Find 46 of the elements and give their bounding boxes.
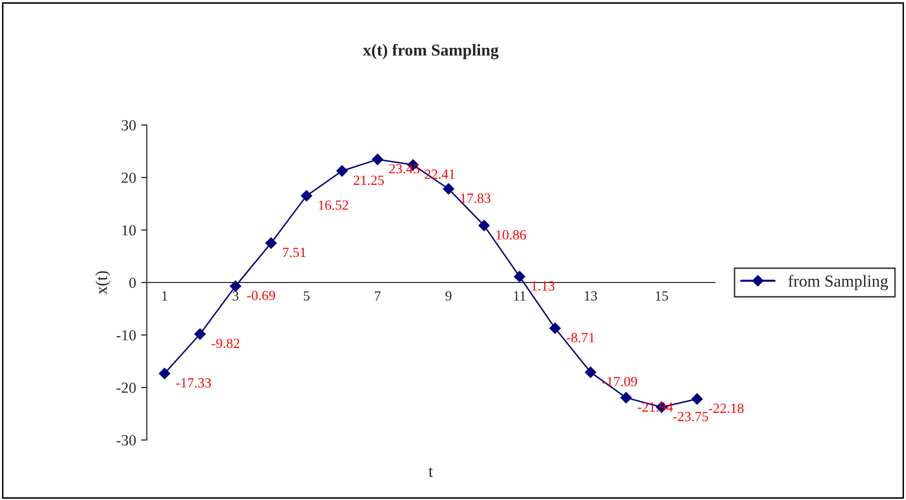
x-tick-label: 11 [514,291,526,300]
data-label: -22.18 [708,404,744,414]
point [514,270,526,282]
y-tick-label: 30 [122,120,136,130]
data-label: -0.69 [247,290,276,300]
point [549,322,561,334]
point [230,280,242,292]
y-tick-label: 10 [122,225,136,236]
point [691,393,703,405]
point [265,237,277,249]
point [478,220,490,232]
x-axis-title: t [428,467,434,477]
point [620,392,632,404]
point [442,183,454,194]
data-label: 1.13 [532,281,554,291]
y-tick-label: -20 [116,382,136,393]
x-tick-label: 15 [656,291,668,301]
y-tick-label: 0 [129,278,136,288]
data-label: -23.75 [673,412,708,422]
point [194,328,206,340]
x-tick-label: 5 [304,291,310,301]
x-tick-label: 7 [374,291,381,300]
chart-title: x(t) from Sampling [362,44,499,60]
x-tick-label: 1 [162,291,168,300]
x-tick-label: 9 [446,291,452,301]
data-label: -9.82 [212,338,240,348]
data-label: 17.83 [460,194,490,203]
data-label: 10.86 [496,230,526,240]
y-tick-label: 20 [122,172,136,183]
point [584,366,596,378]
x-tick-label: 3 [232,291,238,301]
data-label: 16.52 [318,200,348,210]
y-axis-title: x(t) [95,271,110,294]
data-label: 7.51 [283,248,306,258]
data-label: -8.71 [566,332,594,342]
y-tick-label: -30 [116,435,136,446]
point [336,165,348,177]
data-label: 23.45 [389,164,420,174]
legend-label: from Sampling [788,274,888,290]
y-tick-label: -10 [116,330,136,340]
data-label: 21.25 [354,176,384,186]
x-tick-label: 13 [584,291,597,301]
point [372,154,384,165]
point [158,368,170,380]
data-label: -17.33 [176,378,211,388]
point [300,190,312,202]
